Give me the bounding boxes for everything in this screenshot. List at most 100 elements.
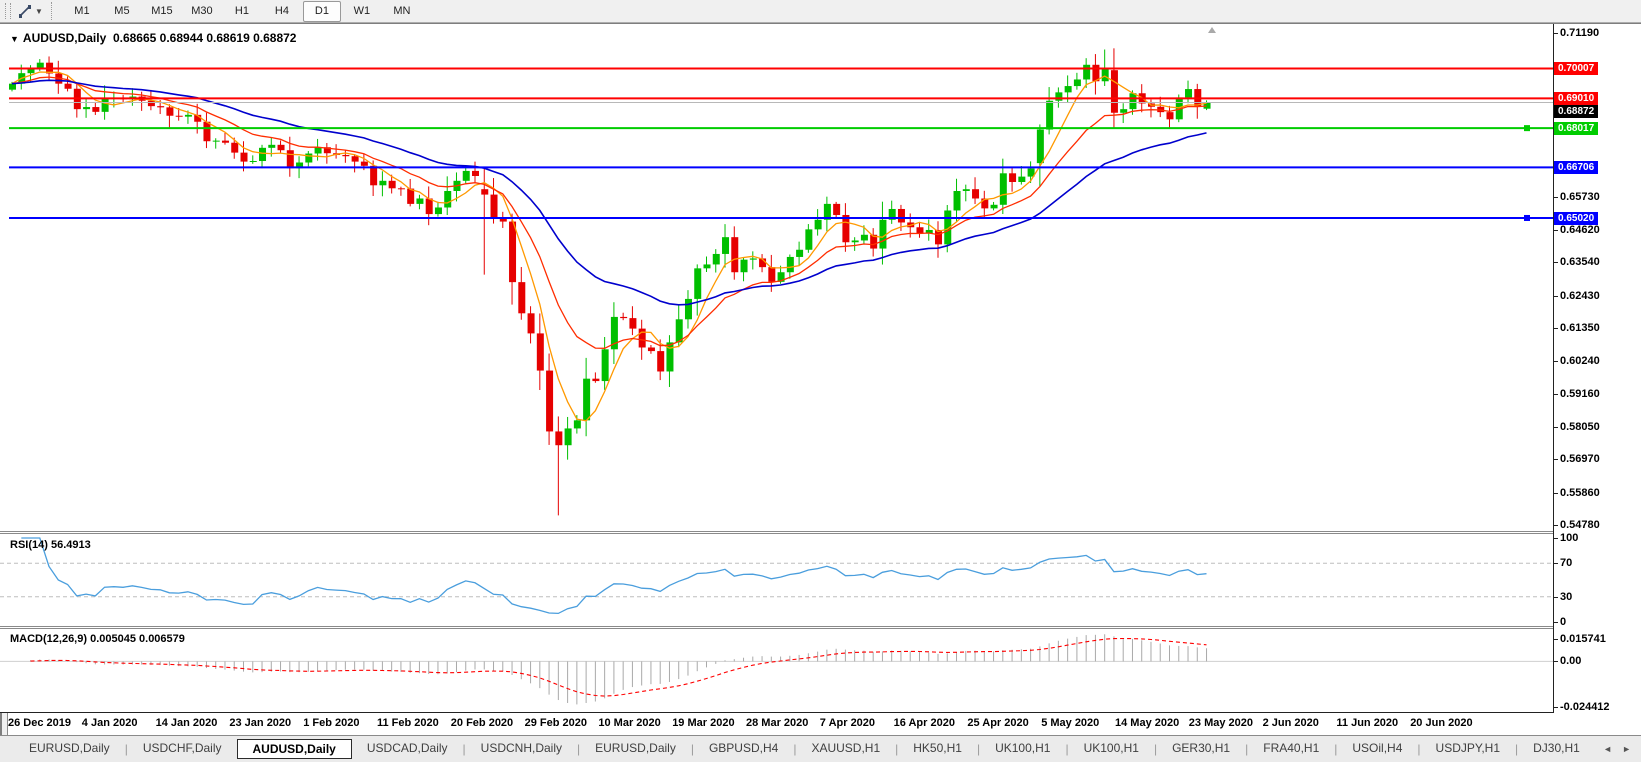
price-tick: 0.55860 [1554,486,1600,499]
timeframe-button-h4[interactable]: H4 [274,4,289,17]
price-tick: 0.63540 [1554,256,1600,269]
chart-tab-hk50-h1[interactable]: HK50,H1 [913,741,962,755]
chart-symbol: AUDUSD,Daily [22,31,107,45]
macd-indicator-canvas[interactable] [0,629,1553,712]
price-tick: 0.65730 [1554,190,1600,203]
macd-level-label: 0.00 [1553,655,1582,668]
timeframe-button-m30[interactable]: M30 [191,4,213,17]
date-tick-label: 11 Jun 2020 [1336,717,1399,729]
price-line-label[interactable]: 0.68017 [1554,122,1599,136]
chart-tab-uk100-h1[interactable]: UK100,H1 [995,741,1051,755]
tab-divider: | [577,742,581,756]
chart-tab-audusd-daily[interactable]: AUDUSD,Daily [236,739,352,759]
date-tick-label: 23 May 2020 [1188,717,1254,729]
timeframe-button-m15[interactable]: M15 [151,4,173,17]
timeframe-button-m5[interactable]: M5 [114,4,130,17]
rsi-level-label: 70 [1553,557,1573,570]
price-tick: 0.54780 [1554,518,1600,531]
tabs-scroll-left-icon[interactable]: ◄ [1603,744,1613,754]
tab-divider: | [462,742,466,756]
current-price-label[interactable]: 0.68872 [1554,105,1599,119]
rsi-level-label: 0 [1553,616,1567,628]
chart-tab-eurusd-daily[interactable]: EURUSD,Daily [595,741,676,755]
chart-tab-usdchf-daily[interactable]: USDCHF,Daily [142,741,222,755]
chart-tab-ger30-h1[interactable]: GER30,H1 [1172,741,1231,755]
date-tick-label: 29 Feb 2020 [524,717,587,729]
toolbar-grip[interactable] [5,3,11,19]
chart-tab-usdjpy-h1[interactable]: USDJPY,H1 [1435,741,1501,755]
rsi-level-label: 30 [1553,590,1573,603]
chart-tab-usdcnh-daily[interactable]: USDCNH,Daily [480,741,563,755]
macd-level-label: -0.024412 [1554,701,1610,713]
tab-divider: | [976,742,981,756]
date-tick-label: 1 Feb 2020 [303,717,360,729]
date-tick-label: 14 Jan 2020 [155,717,218,729]
chart-shift-marker[interactable] [1208,27,1216,33]
tab-divider: | [1515,742,1519,756]
chart-tab-uk100-h1[interactable]: UK100,H1 [1083,741,1139,755]
price-tick: 0.62430 [1554,289,1600,302]
timeframe-button-d1[interactable]: D1 [302,0,341,22]
chart-tab-dj30-h1[interactable]: DJ30,H1 [1533,741,1580,755]
tab-scroll-controls: ◄ ► [1593,744,1631,754]
chart-tab-gbpusd-h4[interactable]: GBPUSD,H4 [708,741,779,755]
date-tick-label: 20 Jun 2020 [1410,717,1473,729]
chart-tab-fra40-h1[interactable]: FRA40,H1 [1263,741,1320,755]
macd-level-label: 0.015741 [1554,633,1606,645]
price-tick: 0.56970 [1554,453,1600,466]
timeframe-button-m1[interactable]: M1 [74,4,90,17]
price-tick: 0.60240 [1554,355,1600,368]
rsi-level-label: 100 [1553,532,1579,544]
price-line-label[interactable]: 0.69010 [1554,92,1599,106]
chart-tab-xauusd-h1[interactable]: XAUUSD,H1 [811,741,881,755]
chart-ohlc-values: 0.68665 0.68944 0.68619 0.68872 [112,31,297,45]
price-axis[interactable]: 0.71190 0.65730 0.64620 0.63540 0.62430 0.613… [1553,24,1641,713]
tab-divider: | [793,742,797,756]
date-tick-label: 4 Jan 2020 [81,717,138,729]
timeframe-button-h1[interactable]: H1 [234,4,249,17]
date-tick-label: 2 Jun 2020 [1262,717,1319,729]
price-line-label[interactable]: 0.70007 [1554,62,1599,76]
dropdown-caret-icon[interactable]: ▼ [35,6,43,16]
macd-indicator-label: MACD(12,26,9) 0.005045 0.006579 [10,633,185,645]
price-chart-canvas[interactable] [0,24,1553,532]
chart-tab-eurusd-daily[interactable]: EURUSD,Daily [29,741,110,755]
toolbar-separator [50,2,57,20]
date-tick-label: 28 Mar 2020 [746,717,809,729]
date-tick-label: 10 Mar 2020 [598,717,661,729]
price-tick: 0.71190 [1553,27,1600,39]
tab-divider: | [1334,742,1338,756]
timeframe-button-mn[interactable]: MN [393,4,411,17]
date-tick-label: 5 May 2020 [1041,717,1100,729]
tab-divider: | [1245,742,1249,756]
chart-title: ▼ AUDUSD,Daily 0.68665 0.68944 0.68619 0.… [10,31,296,45]
tabs-scroll-right-icon[interactable]: ► [1622,744,1631,754]
tab-divider: | [1417,742,1421,756]
price-line-label[interactable]: 0.66706 [1554,161,1599,175]
date-tick-label: 19 Mar 2020 [672,717,735,729]
date-tick-label: 7 Apr 2020 [819,717,876,729]
date-tick-label: 11 Feb 2020 [377,717,439,729]
tab-divider: | [1065,742,1069,756]
rsi-indicator-canvas[interactable] [0,534,1553,626]
chart-tab-usoil-h4[interactable]: USOil,H4 [1352,741,1403,755]
tab-divider: | [124,742,128,756]
chart-tab-usdcad-daily[interactable]: USDCAD,Daily [366,741,448,755]
chart-tools-icon[interactable] [16,2,34,20]
date-tick-label: 25 Apr 2020 [967,717,1029,729]
time-axis-line [0,712,1554,713]
price-axis-line [1553,24,1554,713]
price-line-label[interactable]: 0.65020 [1554,211,1599,225]
timeframe-toolbar: ▼ M1 M5 M15 M30 H1 H4 D1 W1 MN [0,0,1641,23]
tab-divider: | [895,742,899,756]
date-tick-label: 26 Dec 2019 [8,717,71,729]
panel-splitter[interactable] [0,531,1641,534]
tab-divider: | [1153,742,1158,756]
panel-splitter[interactable] [0,626,1641,629]
tab-divider: | [690,742,694,756]
price-tick: 0.61350 [1554,322,1600,334]
timeframe-button-w1[interactable]: W1 [353,4,371,17]
collapse-caret-icon[interactable]: ▼ [10,34,19,44]
chart-tab-bar: EURUSD,Daily | USDCHF,Daily AUDUSD,Daily USD… [0,735,1641,762]
